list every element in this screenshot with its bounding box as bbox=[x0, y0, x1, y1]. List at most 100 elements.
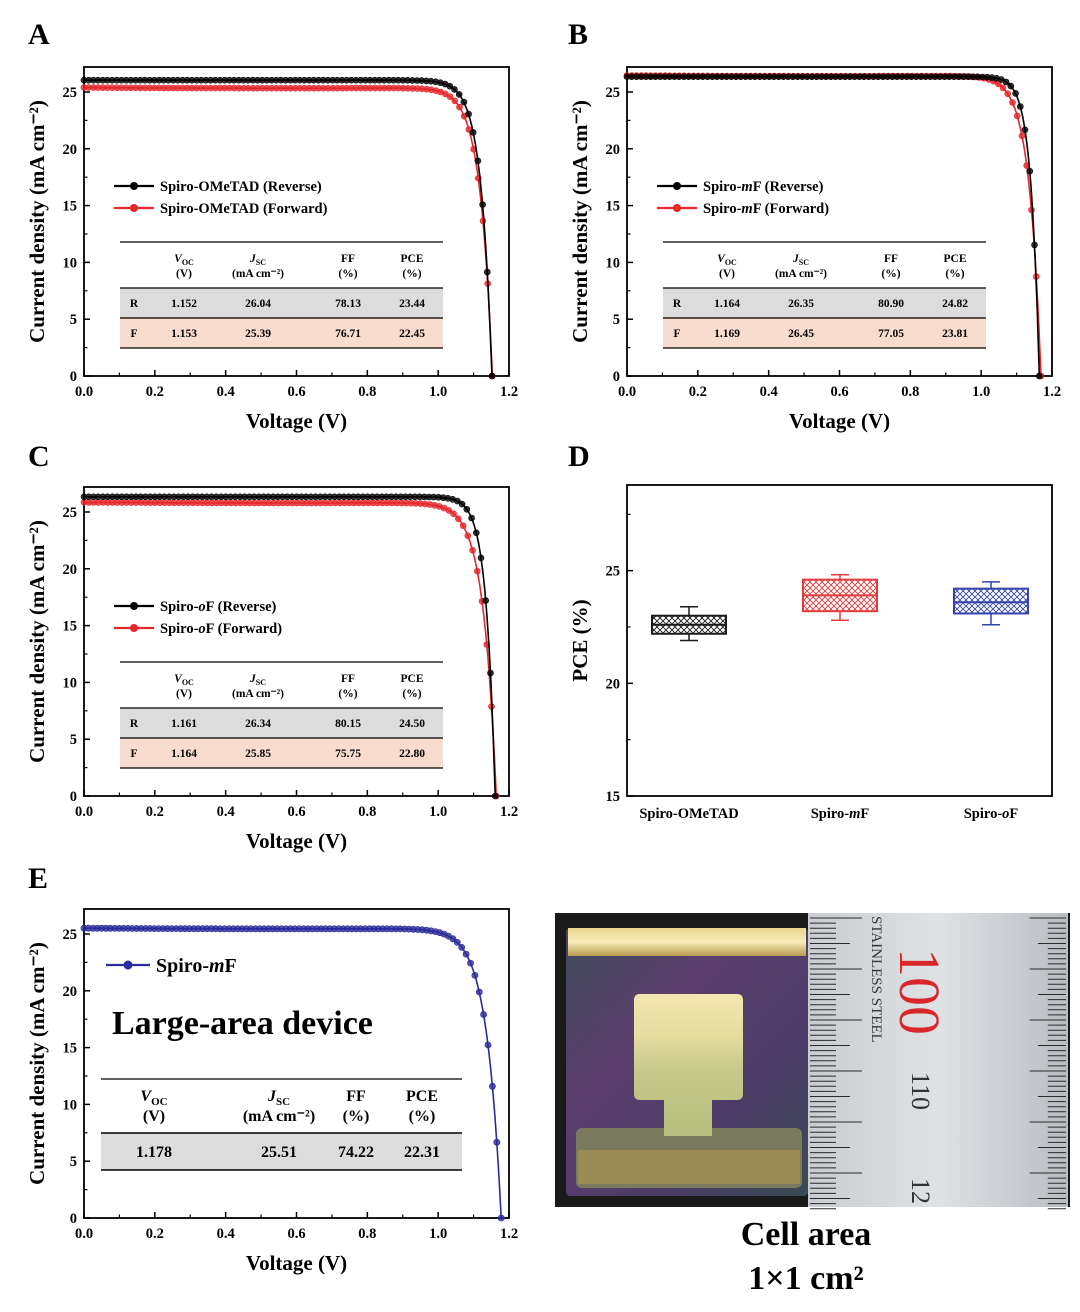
table-cell-pce: 23.44 bbox=[399, 298, 425, 310]
table-header-ff-unit: (%) bbox=[343, 1108, 370, 1125]
x-tick-label: 0.4 bbox=[217, 1226, 235, 1242]
jv-point bbox=[458, 500, 466, 508]
table-header-pce: PCE bbox=[401, 253, 424, 265]
table-row bbox=[120, 708, 443, 738]
device-photo: 100 110 12 STAINLESS STEEL Cell area 1×1… bbox=[555, 913, 1070, 1297]
y-tick-label: 10 bbox=[606, 255, 621, 271]
chart-b: 0.0 0.2 0.4 0.6 0.8 1.0 1.2 0 5 10 15 20 25 Voltage (… bbox=[568, 66, 1061, 433]
table-cell-pce: 22.80 bbox=[399, 748, 425, 760]
plot-frame bbox=[83, 908, 510, 1219]
panel-letter-d: D bbox=[568, 440, 590, 473]
ruler-stainless-steel: STAINLESS STEEL bbox=[868, 916, 884, 1043]
table-header-voc: VOC bbox=[140, 1088, 167, 1108]
table-cell-voc: 1.178 bbox=[136, 1144, 172, 1161]
table-header-pce-unit: (%) bbox=[402, 268, 421, 280]
jv-point bbox=[1013, 112, 1021, 120]
y-tick-label: 5 bbox=[70, 1154, 77, 1170]
table-cell-ff: 80.90 bbox=[878, 298, 904, 310]
table-cell-voc: 1.169 bbox=[714, 328, 740, 340]
table-header-pce-unit: (%) bbox=[945, 268, 964, 280]
table-row bbox=[120, 318, 443, 348]
y-tick-label: 5 bbox=[70, 732, 77, 748]
box-2 bbox=[953, 587, 1029, 615]
x-tick-label: 1.0 bbox=[429, 804, 447, 820]
table-cell-pce: 24.82 bbox=[942, 298, 968, 310]
y-tick-label: 20 bbox=[63, 142, 78, 158]
table-cell-pce: 22.45 bbox=[399, 328, 425, 340]
jv-point bbox=[471, 972, 479, 979]
jv-point bbox=[460, 98, 468, 106]
table-cell-voc: 1.153 bbox=[171, 328, 197, 340]
y-axis-title: Current density (mA cm⁻²) bbox=[25, 942, 49, 1185]
table-row bbox=[663, 288, 986, 318]
jv-point bbox=[1004, 90, 1012, 97]
y-tick-label: 15 bbox=[606, 199, 621, 215]
table-row-label: R bbox=[130, 298, 139, 310]
x-axis-title: Voltage (V) bbox=[246, 409, 347, 433]
x-tick-label: 1.2 bbox=[1043, 384, 1061, 400]
y-tick-label: 25 bbox=[606, 564, 621, 580]
chart-e: 0.0 0.2 0.4 0.6 0.8 1.0 1.2 0 5 10 15 20 25 Voltage (… bbox=[25, 908, 518, 1275]
table-cell-voc: 1.164 bbox=[171, 748, 197, 760]
x-category-label: Spiro-mF bbox=[811, 806, 870, 822]
x-tick-label: 0.0 bbox=[618, 384, 636, 400]
ruler-number-110: 110 bbox=[906, 1072, 935, 1110]
jv-point bbox=[464, 532, 472, 540]
legend-marker bbox=[130, 602, 138, 610]
y-axis-title: Current density (mA cm⁻²) bbox=[568, 100, 592, 343]
x-tick-label: 0.6 bbox=[287, 804, 305, 820]
table-header-voc: VOC bbox=[717, 253, 737, 267]
panel-letter-a: A bbox=[28, 18, 50, 51]
x-tick-label: 0.8 bbox=[358, 384, 376, 400]
jv-point bbox=[458, 944, 466, 951]
x-tick-label: 0.6 bbox=[287, 384, 305, 400]
table-cell-ff: 76.71 bbox=[335, 328, 361, 340]
table-cell-jsc: 26.45 bbox=[788, 328, 814, 340]
table-header-pce-unit: (%) bbox=[409, 1108, 436, 1125]
table-cell-ff: 78.13 bbox=[335, 298, 361, 310]
panel-letter-e: E bbox=[28, 862, 48, 895]
y-tick-label: 15 bbox=[63, 1041, 78, 1057]
top-gold-electrode bbox=[568, 928, 806, 956]
x-tick-label: 0.8 bbox=[358, 1226, 376, 1242]
table-row-label: R bbox=[130, 718, 139, 730]
legend-label: Spiro-OMeTAD (Reverse) bbox=[160, 179, 322, 195]
table-cell-voc: 1.152 bbox=[171, 298, 197, 310]
ruler-number-120: 12 bbox=[906, 1178, 935, 1204]
y-tick-label: 0 bbox=[613, 369, 620, 385]
jv-point bbox=[469, 546, 476, 554]
table-header-voc: VOC bbox=[174, 253, 194, 267]
table-header-ff-unit: (%) bbox=[881, 268, 900, 280]
jv-point bbox=[446, 93, 454, 100]
jv-point bbox=[493, 1138, 501, 1146]
jv-point bbox=[462, 950, 470, 958]
chart-a: 0.0 0.2 0.4 0.6 0.8 1.0 1.2 0 5 10 15 20 25 Voltage (… bbox=[25, 66, 518, 433]
table-header-pce: PCE bbox=[406, 1088, 438, 1105]
x-axis-title: Voltage (V) bbox=[246, 829, 347, 853]
y-tick-label: 25 bbox=[606, 85, 621, 101]
table-header-ff: FF bbox=[346, 1088, 366, 1105]
jv-point bbox=[482, 597, 490, 604]
table-header-jsc: JSC bbox=[249, 673, 266, 687]
y-tick-label: 5 bbox=[613, 312, 620, 328]
jv-curve bbox=[84, 927, 502, 1219]
table-header-ff-unit: (%) bbox=[338, 268, 357, 280]
jv-point bbox=[483, 268, 491, 276]
jv-point bbox=[467, 959, 474, 967]
jv-point bbox=[446, 82, 454, 90]
table-header-voc-unit: (V) bbox=[719, 268, 735, 280]
table-cell-jsc: 25.39 bbox=[245, 328, 271, 340]
x-tick-label: 0.2 bbox=[689, 384, 707, 400]
jv-point bbox=[474, 157, 482, 165]
table-row bbox=[120, 288, 443, 318]
cell-area-caption: Cell area bbox=[741, 1216, 872, 1253]
x-tick-label: 0.4 bbox=[217, 804, 235, 820]
jv-point bbox=[469, 129, 477, 136]
table-header-pce: PCE bbox=[401, 673, 424, 685]
x-tick-label: 1.2 bbox=[500, 1226, 518, 1242]
legend-label: Spiro-oF (Reverse) bbox=[160, 599, 277, 615]
table-cell-ff: 77.05 bbox=[878, 328, 904, 340]
jv-point bbox=[459, 522, 467, 530]
x-tick-label: 0.6 bbox=[830, 384, 848, 400]
jv-point bbox=[453, 939, 461, 946]
